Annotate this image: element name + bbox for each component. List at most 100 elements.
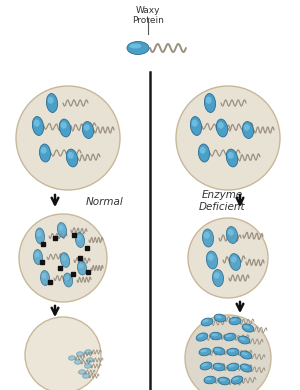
Ellipse shape — [75, 360, 79, 362]
Ellipse shape — [69, 356, 73, 358]
Ellipse shape — [199, 348, 211, 356]
Ellipse shape — [200, 362, 212, 370]
Ellipse shape — [74, 360, 82, 364]
Ellipse shape — [34, 252, 39, 258]
Ellipse shape — [215, 316, 222, 318]
Ellipse shape — [75, 232, 85, 247]
Ellipse shape — [68, 152, 74, 159]
Ellipse shape — [244, 124, 250, 131]
Ellipse shape — [40, 144, 50, 162]
Ellipse shape — [196, 333, 208, 341]
Text: Normal: Normal — [86, 197, 124, 207]
Ellipse shape — [200, 147, 206, 154]
Ellipse shape — [77, 353, 81, 354]
Ellipse shape — [79, 370, 83, 372]
Ellipse shape — [58, 225, 63, 230]
Ellipse shape — [242, 365, 248, 369]
Ellipse shape — [204, 376, 216, 384]
Ellipse shape — [240, 351, 252, 359]
Ellipse shape — [34, 250, 43, 264]
Ellipse shape — [227, 348, 239, 356]
Ellipse shape — [242, 122, 253, 138]
Ellipse shape — [87, 358, 91, 360]
Ellipse shape — [77, 261, 87, 275]
Ellipse shape — [213, 347, 225, 355]
Ellipse shape — [79, 370, 86, 374]
Ellipse shape — [86, 358, 94, 362]
Ellipse shape — [224, 333, 236, 341]
Ellipse shape — [61, 255, 66, 261]
Circle shape — [19, 214, 107, 302]
Ellipse shape — [192, 120, 198, 127]
Ellipse shape — [231, 256, 237, 263]
Ellipse shape — [231, 376, 243, 384]
Ellipse shape — [210, 332, 222, 340]
Ellipse shape — [197, 334, 204, 338]
Ellipse shape — [190, 117, 202, 135]
Ellipse shape — [201, 363, 208, 367]
Ellipse shape — [85, 365, 89, 366]
Ellipse shape — [46, 94, 58, 112]
Ellipse shape — [61, 122, 67, 129]
Ellipse shape — [66, 149, 78, 167]
Ellipse shape — [214, 348, 221, 351]
Text: Enzyme
Deficient: Enzyme Deficient — [199, 190, 245, 212]
Ellipse shape — [218, 377, 230, 385]
Ellipse shape — [238, 336, 250, 344]
Ellipse shape — [129, 44, 141, 48]
Ellipse shape — [228, 152, 234, 159]
Ellipse shape — [243, 325, 250, 329]
Ellipse shape — [85, 350, 92, 354]
Ellipse shape — [41, 147, 47, 154]
Ellipse shape — [78, 263, 83, 269]
Ellipse shape — [242, 324, 254, 332]
Ellipse shape — [48, 97, 54, 104]
Ellipse shape — [202, 229, 214, 247]
Ellipse shape — [200, 349, 207, 352]
Ellipse shape — [41, 273, 46, 278]
Circle shape — [185, 315, 271, 390]
Ellipse shape — [216, 119, 228, 137]
Ellipse shape — [82, 374, 89, 378]
Ellipse shape — [202, 319, 209, 323]
Circle shape — [16, 86, 120, 190]
Circle shape — [188, 218, 268, 298]
Ellipse shape — [240, 364, 252, 372]
Ellipse shape — [226, 227, 238, 243]
Ellipse shape — [82, 122, 94, 138]
Ellipse shape — [204, 232, 210, 239]
Ellipse shape — [229, 317, 241, 325]
Ellipse shape — [32, 117, 44, 135]
Ellipse shape — [205, 378, 212, 380]
Ellipse shape — [218, 122, 224, 129]
Ellipse shape — [225, 334, 232, 337]
Ellipse shape — [201, 318, 213, 326]
Circle shape — [176, 86, 280, 190]
Ellipse shape — [229, 254, 241, 270]
Ellipse shape — [211, 333, 218, 336]
Ellipse shape — [36, 230, 41, 237]
Ellipse shape — [219, 378, 226, 381]
Ellipse shape — [84, 124, 90, 131]
Ellipse shape — [206, 251, 218, 269]
Ellipse shape — [206, 97, 212, 104]
Ellipse shape — [208, 254, 214, 261]
Ellipse shape — [212, 269, 224, 287]
Ellipse shape — [214, 272, 220, 279]
Ellipse shape — [40, 271, 50, 285]
Ellipse shape — [242, 352, 248, 356]
Ellipse shape — [127, 41, 149, 55]
Ellipse shape — [230, 318, 237, 321]
Text: Waxy
Protein: Waxy Protein — [132, 6, 164, 25]
Ellipse shape — [64, 275, 69, 280]
Ellipse shape — [83, 374, 87, 376]
Ellipse shape — [85, 364, 92, 368]
Ellipse shape — [226, 149, 238, 167]
Ellipse shape — [228, 349, 235, 352]
Ellipse shape — [227, 363, 239, 371]
Ellipse shape — [85, 351, 89, 352]
Ellipse shape — [76, 352, 83, 356]
Ellipse shape — [214, 364, 221, 367]
Ellipse shape — [199, 144, 209, 162]
Ellipse shape — [232, 377, 239, 381]
